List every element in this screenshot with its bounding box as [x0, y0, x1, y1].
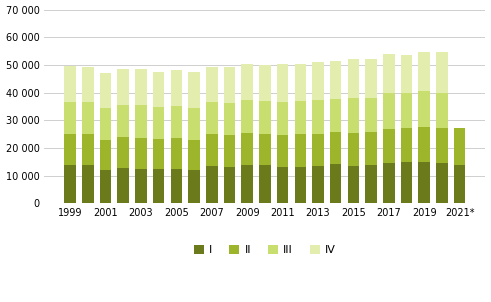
- Bar: [82, 102, 94, 134]
- Bar: [312, 166, 324, 204]
- Bar: [82, 67, 94, 102]
- Bar: [206, 67, 218, 102]
- Bar: [277, 101, 288, 135]
- Bar: [242, 133, 253, 165]
- Bar: [135, 69, 147, 105]
- Bar: [100, 108, 111, 140]
- Bar: [153, 72, 164, 107]
- Bar: [135, 105, 147, 138]
- Bar: [295, 134, 306, 167]
- Bar: [224, 67, 235, 103]
- Bar: [224, 103, 235, 135]
- Bar: [117, 104, 129, 137]
- Bar: [365, 165, 377, 204]
- Bar: [135, 138, 147, 169]
- Bar: [312, 100, 324, 134]
- Bar: [436, 128, 448, 163]
- Bar: [348, 166, 359, 204]
- Bar: [64, 165, 76, 204]
- Bar: [64, 66, 76, 101]
- Bar: [170, 169, 182, 204]
- Bar: [259, 101, 271, 133]
- Bar: [312, 134, 324, 166]
- Bar: [170, 138, 182, 169]
- Bar: [383, 54, 395, 94]
- Bar: [330, 61, 341, 99]
- Bar: [153, 107, 164, 139]
- Bar: [383, 129, 395, 163]
- Bar: [277, 135, 288, 167]
- Bar: [170, 106, 182, 138]
- Bar: [418, 127, 430, 162]
- Bar: [295, 101, 306, 134]
- Bar: [330, 164, 341, 204]
- Bar: [436, 93, 448, 128]
- Bar: [365, 98, 377, 132]
- Bar: [224, 135, 235, 167]
- Bar: [117, 168, 129, 204]
- Bar: [418, 52, 430, 91]
- Bar: [242, 63, 253, 100]
- Bar: [100, 170, 111, 204]
- Bar: [117, 137, 129, 168]
- Bar: [348, 98, 359, 133]
- Bar: [100, 73, 111, 108]
- Bar: [418, 91, 430, 127]
- Bar: [312, 62, 324, 100]
- Bar: [277, 63, 288, 101]
- Bar: [401, 128, 412, 162]
- Bar: [436, 163, 448, 204]
- Bar: [295, 167, 306, 204]
- Bar: [82, 134, 94, 165]
- Bar: [170, 70, 182, 106]
- Bar: [188, 170, 200, 204]
- Bar: [259, 133, 271, 165]
- Bar: [383, 94, 395, 129]
- Legend: I, II, III, IV: I, II, III, IV: [189, 241, 341, 260]
- Bar: [206, 166, 218, 204]
- Bar: [224, 167, 235, 204]
- Bar: [401, 162, 412, 204]
- Bar: [454, 128, 465, 165]
- Bar: [188, 72, 200, 108]
- Bar: [401, 94, 412, 128]
- Bar: [153, 139, 164, 169]
- Bar: [259, 65, 271, 101]
- Bar: [135, 169, 147, 204]
- Bar: [330, 99, 341, 132]
- Bar: [259, 165, 271, 204]
- Bar: [64, 134, 76, 165]
- Bar: [153, 169, 164, 204]
- Bar: [188, 108, 200, 140]
- Bar: [365, 59, 377, 98]
- Bar: [383, 163, 395, 204]
- Bar: [64, 101, 76, 134]
- Bar: [401, 55, 412, 94]
- Bar: [454, 165, 465, 204]
- Bar: [365, 132, 377, 165]
- Bar: [277, 167, 288, 204]
- Bar: [117, 69, 129, 104]
- Bar: [206, 102, 218, 134]
- Bar: [348, 59, 359, 98]
- Bar: [242, 100, 253, 133]
- Bar: [418, 162, 430, 204]
- Bar: [100, 140, 111, 170]
- Bar: [242, 165, 253, 204]
- Bar: [348, 133, 359, 166]
- Bar: [188, 140, 200, 170]
- Bar: [82, 165, 94, 204]
- Bar: [330, 132, 341, 164]
- Bar: [206, 134, 218, 166]
- Bar: [295, 63, 306, 101]
- Bar: [436, 52, 448, 93]
